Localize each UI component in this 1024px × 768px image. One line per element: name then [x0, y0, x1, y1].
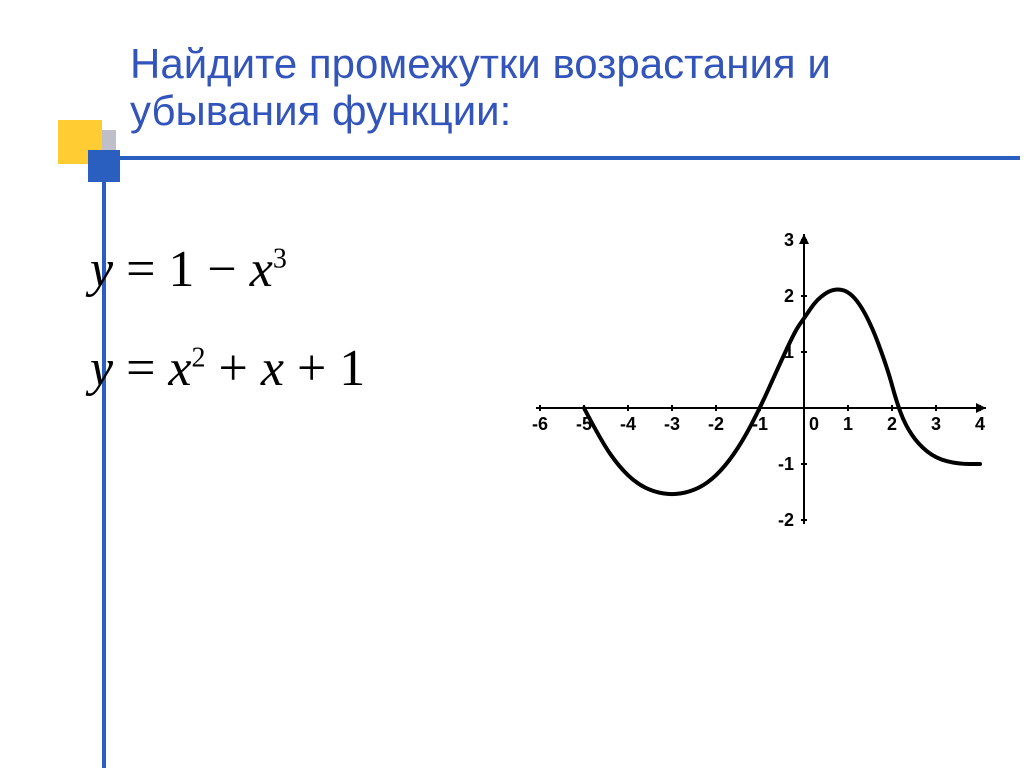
- deco-square-blue: [88, 150, 120, 182]
- svg-text:4: 4: [975, 414, 985, 434]
- svg-text:1: 1: [843, 414, 853, 434]
- chart-svg: -6-5-4-3-2-11234-2-11230: [520, 230, 990, 540]
- formula-2-plus1: +: [219, 340, 248, 397]
- formula-2-x2: x: [261, 340, 284, 397]
- function-chart: -6-5-4-3-2-11234-2-11230: [520, 230, 990, 545]
- formula-2: y = x2 + x + 1: [90, 339, 365, 398]
- svg-text:-2: -2: [708, 414, 724, 434]
- svg-text:3: 3: [931, 414, 941, 434]
- formula-2-exp: 2: [192, 343, 206, 374]
- svg-text:2: 2: [784, 286, 794, 306]
- formula-1-one: 1: [168, 241, 194, 298]
- svg-text:-2: -2: [778, 510, 794, 530]
- formula-2-lhs: y: [90, 340, 113, 397]
- deco-bar-horizontal: [120, 156, 1020, 160]
- formula-1-minus: −: [207, 241, 236, 298]
- svg-text:-4: -4: [620, 414, 636, 434]
- formula-1-x: x: [250, 241, 273, 298]
- formula-2-plus2: +: [297, 340, 326, 397]
- svg-text:-6: -6: [532, 414, 548, 434]
- svg-text:-1: -1: [778, 454, 794, 474]
- slide-title: Найдите промежутки возрастания и убывани…: [130, 40, 990, 134]
- formula-1: y = 1 − x3: [90, 240, 365, 299]
- formula-block: y = 1 − x3 y = x2 + x + 1: [90, 240, 365, 438]
- svg-text:3: 3: [784, 230, 794, 250]
- formula-2-x1: x: [168, 340, 191, 397]
- formula-1-lhs: y: [90, 241, 113, 298]
- slide-deco: [58, 120, 128, 190]
- svg-text:0: 0: [809, 414, 819, 434]
- formula-2-eq: =: [126, 340, 155, 397]
- formula-1-eq: =: [126, 241, 155, 298]
- formula-1-exp: 3: [273, 244, 287, 275]
- svg-text:2: 2: [887, 414, 897, 434]
- svg-text:-3: -3: [664, 414, 680, 434]
- formula-2-one: 1: [339, 340, 365, 397]
